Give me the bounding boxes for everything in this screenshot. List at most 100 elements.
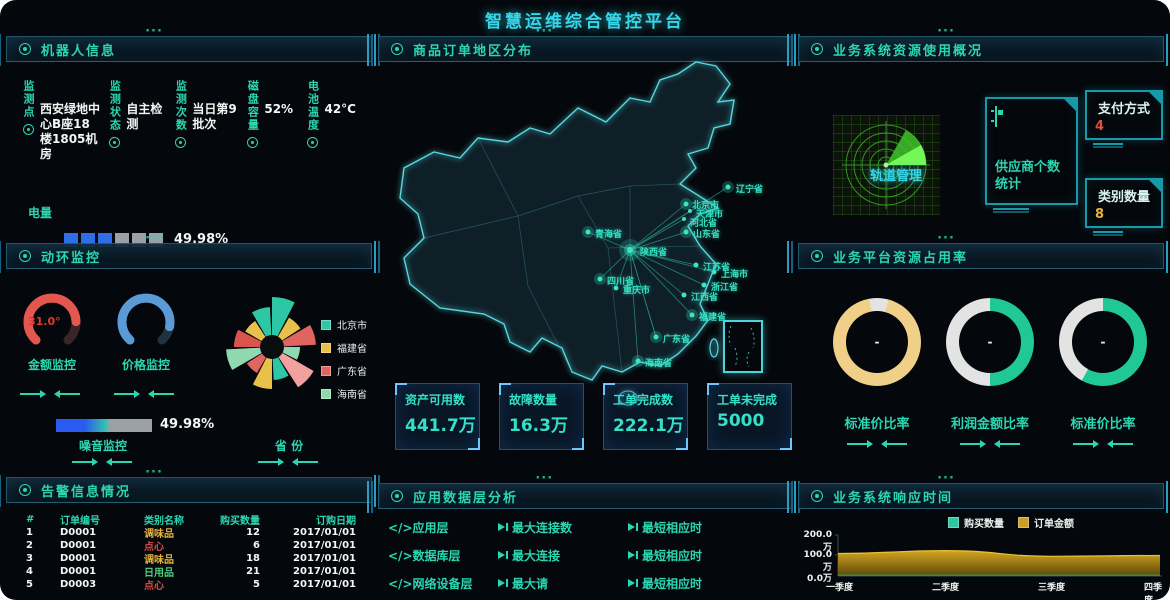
- map-label: 天津市: [696, 210, 724, 220]
- cell-date: 2017/01/01: [293, 527, 356, 538]
- column-header: 订购日期: [316, 516, 356, 527]
- stat-label: 故障数量: [509, 393, 558, 407]
- layer-row: </>数据库层 最大连接 最短相应时: [388, 541, 782, 569]
- cell-qty: 21: [246, 566, 260, 577]
- table-row: 4 D0001 日用品 21 2017/01/01: [26, 565, 356, 579]
- cell-qty: 12: [246, 527, 260, 538]
- legend-item[interactable]: 海南省: [321, 386, 367, 401]
- legend-swatch: [948, 517, 959, 528]
- page-title: 智慧运维综合管控平台: [485, 12, 685, 32]
- document-icon: [995, 106, 997, 127]
- panel-title: 业务系统资源使用概况: [833, 43, 984, 59]
- map-label: 山东省: [693, 230, 721, 240]
- legend-swatch: [321, 342, 331, 353]
- panel-header: 商品订单地区分布: [367, 34, 803, 66]
- field-value: 当日第9批次: [192, 102, 237, 131]
- x-axis-tick: 四季度: [1144, 583, 1163, 600]
- target-icon: [811, 490, 823, 502]
- rose-chart: [226, 296, 316, 389]
- supplier-card-label: 供应商个数统计: [995, 160, 1061, 192]
- donut-label: 利润金额比率: [950, 417, 1029, 432]
- cell-index: 4: [26, 566, 33, 577]
- column-header: 购买数量: [220, 516, 260, 527]
- y-axis-tick: 200.0万: [803, 530, 832, 553]
- cell-category: 点心: [144, 581, 164, 592]
- legend-item[interactable]: 福建省: [321, 340, 367, 355]
- noise-progress-bar: [56, 419, 152, 432]
- field-label: 监测状态: [108, 80, 122, 132]
- layer-metric: 最大连接: [512, 548, 561, 563]
- gauge-label: 金额监控: [27, 358, 76, 372]
- map-label: 辽宁省: [736, 185, 764, 195]
- cell-date: 2017/01/01: [293, 566, 356, 577]
- map-label: 海南省: [645, 359, 673, 369]
- field-label: 磁盘容量: [246, 80, 260, 132]
- play-icon: [498, 551, 508, 559]
- layer-metric: 最大连接数: [512, 520, 573, 535]
- card-label: 支付方式: [1097, 102, 1150, 117]
- stat-value: 222.1万: [613, 416, 684, 436]
- map-label: 广东省: [663, 335, 691, 345]
- table-row: 1 D0001 调味品 12 2017/01/01: [26, 526, 356, 540]
- field-value: 42°C: [324, 102, 356, 116]
- header-edge-decoration: [0, 475, 4, 507]
- layer-metric: 最大请: [512, 576, 549, 591]
- field-label: 监测点: [22, 80, 35, 119]
- panel-title: 商品订单地区分布: [413, 43, 534, 59]
- cell-qty: 18: [246, 553, 260, 564]
- panel-order-map: 商品订单地区分布: [367, 24, 803, 478]
- rose-legend: 北京市 福建省 广东省 海南省: [321, 317, 367, 401]
- stat-fault-count: 故障数量 16.3万: [499, 383, 584, 450]
- province-label: 省 份: [274, 439, 304, 453]
- panel-resource-overview: 业务系统资源使用概况 轨道管理 供应商个数统计 支付方式 4: [787, 24, 1170, 236]
- noise-label: 噪音监控: [78, 439, 127, 453]
- layer-metric: 最短相应时: [642, 548, 703, 563]
- x-axis-tick: 三季度: [1038, 583, 1066, 593]
- donut-chart-standard-price: -: [833, 298, 921, 386]
- cell-order-no: D0001: [60, 527, 97, 538]
- cell-date: 2017/01/01: [293, 553, 356, 564]
- south-china-sea-inset: [723, 320, 763, 373]
- cell-index: 1: [26, 527, 33, 538]
- map-label: 陕西省: [640, 248, 668, 258]
- panel-title: 告警信息情况: [41, 484, 132, 500]
- slider-decoration: [20, 390, 80, 398]
- map-label: 上海市: [721, 270, 749, 280]
- card-value: 4: [1095, 119, 1105, 134]
- panel-header: 动环监控: [0, 241, 383, 273]
- legend-item[interactable]: 广东省: [321, 363, 367, 378]
- field-label: 监测次数: [174, 80, 188, 132]
- layer-name: </>数据库层: [388, 548, 461, 563]
- cell-index: 3: [26, 553, 33, 564]
- slider-decoration: [72, 458, 132, 466]
- legend-item[interactable]: 订单金额: [1018, 515, 1074, 530]
- slider-decoration: [847, 440, 907, 448]
- panel-response-time: 业务系统响应时间 购买数量 订单金额 200.0万 100.0万 0.0万: [787, 471, 1170, 600]
- card-value: 8: [1095, 207, 1105, 222]
- layer-metric: 最短相应时: [642, 520, 703, 535]
- layer-row: </>应用层 最大连接数 最短相应时: [388, 513, 782, 541]
- price-gauge: [117, 293, 175, 351]
- y-axis-tick: 100.0万: [803, 550, 832, 573]
- table-row: 5 D0003 点心 5 2017/01/01: [26, 578, 356, 592]
- noise-percent: 49.98%: [160, 417, 215, 432]
- panel-header: 业务平台资源占用率: [787, 241, 1170, 273]
- map-label: 江苏省: [703, 263, 731, 273]
- legend-swatch: [321, 365, 331, 376]
- badge-icon: [109, 137, 121, 148]
- field-battery-temp: 电池温度 42°C: [306, 80, 356, 162]
- legend-item[interactable]: 购买数量: [948, 515, 1004, 530]
- header-edge-decoration: [787, 481, 796, 513]
- donut-center: -: [959, 311, 1021, 373]
- field-monitor-times: 监测次数 当日第9批次: [174, 80, 240, 162]
- battery-label: 电量: [28, 206, 53, 220]
- panel-header: 告警信息情况: [0, 475, 383, 507]
- panel-title: 机器人信息: [41, 43, 117, 59]
- badge-icon: [307, 137, 319, 148]
- china-map: 辽宁省 北京市 天津市 河北省 山东省 青海省 陕西省 四川省 重庆市 江苏省 …: [378, 36, 792, 478]
- legend-item[interactable]: 北京市: [321, 317, 367, 332]
- legend-label: 北京市: [337, 321, 367, 332]
- panel-title: 业务平台资源占用率: [833, 250, 969, 266]
- area-chart: [835, 534, 1162, 577]
